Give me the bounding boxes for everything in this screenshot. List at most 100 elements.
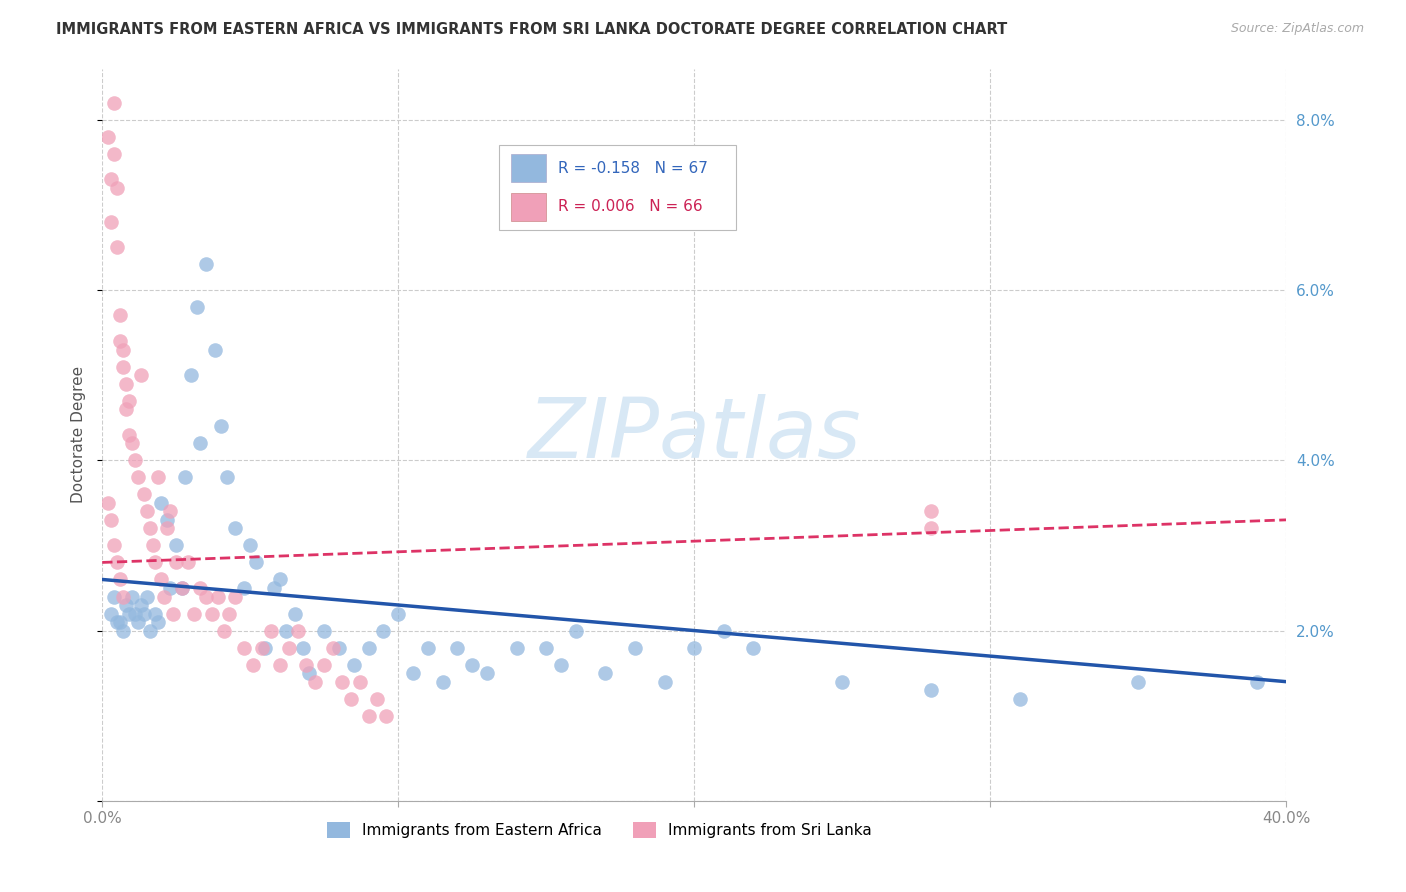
Point xyxy=(194,257,217,271)
Point xyxy=(180,368,202,383)
Point xyxy=(366,691,388,706)
Point xyxy=(357,640,380,655)
Point xyxy=(375,708,398,723)
Point xyxy=(920,683,942,698)
Point xyxy=(194,590,217,604)
Point xyxy=(135,504,157,518)
Point xyxy=(387,607,409,621)
Point xyxy=(105,556,128,570)
Point xyxy=(654,674,676,689)
Point xyxy=(565,624,588,638)
Point xyxy=(100,172,122,186)
Point xyxy=(108,309,131,323)
Point xyxy=(111,343,134,357)
Point xyxy=(165,538,187,552)
Point xyxy=(831,674,853,689)
Point xyxy=(124,453,146,467)
Point xyxy=(162,607,184,621)
Point xyxy=(349,674,371,689)
Point xyxy=(242,657,264,672)
Point xyxy=(177,556,200,570)
Point xyxy=(218,607,240,621)
Point xyxy=(118,607,141,621)
Point xyxy=(103,146,125,161)
Point xyxy=(111,359,134,374)
Text: R = 0.006   N = 66: R = 0.006 N = 66 xyxy=(558,200,703,214)
Point xyxy=(159,504,181,518)
Point xyxy=(373,624,395,638)
Point xyxy=(330,674,353,689)
Point xyxy=(111,624,134,638)
Point xyxy=(159,581,181,595)
FancyBboxPatch shape xyxy=(499,145,735,229)
Point xyxy=(1246,674,1268,689)
Point xyxy=(111,590,134,604)
Point xyxy=(683,640,706,655)
Point xyxy=(304,674,326,689)
Point xyxy=(141,538,163,552)
Point xyxy=(165,556,187,570)
Text: ZIPatlas: ZIPatlas xyxy=(527,394,860,475)
Point xyxy=(115,598,138,612)
Legend: Immigrants from Eastern Africa, Immigrants from Sri Lanka: Immigrants from Eastern Africa, Immigran… xyxy=(321,816,877,845)
Point xyxy=(1128,674,1150,689)
Point xyxy=(100,513,122,527)
Point xyxy=(103,95,125,110)
Point xyxy=(263,581,285,595)
Point xyxy=(156,521,179,535)
Point xyxy=(186,300,208,314)
Point xyxy=(402,666,425,681)
Point xyxy=(269,573,291,587)
Point xyxy=(357,708,380,723)
Point xyxy=(97,129,120,144)
Point xyxy=(224,521,246,535)
Point xyxy=(416,640,439,655)
Point xyxy=(920,504,942,518)
Point xyxy=(105,240,128,254)
Point xyxy=(97,496,120,510)
Point xyxy=(108,573,131,587)
Point xyxy=(148,470,170,484)
Point xyxy=(287,624,309,638)
Point xyxy=(201,607,224,621)
Point xyxy=(108,615,131,629)
Point xyxy=(105,615,128,629)
Point xyxy=(269,657,291,672)
Point xyxy=(105,180,128,194)
Point xyxy=(534,640,557,655)
Point xyxy=(127,615,149,629)
FancyBboxPatch shape xyxy=(510,193,546,221)
Point xyxy=(150,496,173,510)
Point xyxy=(250,640,273,655)
Point xyxy=(127,470,149,484)
Point xyxy=(145,556,167,570)
Point xyxy=(138,521,160,535)
Point xyxy=(475,666,498,681)
Point xyxy=(314,657,336,672)
Point xyxy=(1008,691,1031,706)
Point xyxy=(188,581,211,595)
Point xyxy=(145,607,167,621)
Point xyxy=(108,334,131,348)
Y-axis label: Doctorate Degree: Doctorate Degree xyxy=(72,366,86,503)
Text: Source: ZipAtlas.com: Source: ZipAtlas.com xyxy=(1230,22,1364,36)
Point xyxy=(277,640,299,655)
Point xyxy=(742,640,765,655)
Point xyxy=(132,487,155,501)
Point xyxy=(505,640,527,655)
Point xyxy=(920,521,942,535)
Point xyxy=(284,607,307,621)
Point xyxy=(115,402,138,417)
Point xyxy=(118,393,141,408)
Point xyxy=(150,573,173,587)
Point xyxy=(174,470,197,484)
Point xyxy=(124,607,146,621)
Point xyxy=(253,640,276,655)
Point xyxy=(172,581,194,595)
Point xyxy=(115,376,138,391)
Point xyxy=(245,556,267,570)
Point xyxy=(121,590,143,604)
Point xyxy=(129,598,152,612)
Point xyxy=(314,624,336,638)
Point xyxy=(595,666,617,681)
